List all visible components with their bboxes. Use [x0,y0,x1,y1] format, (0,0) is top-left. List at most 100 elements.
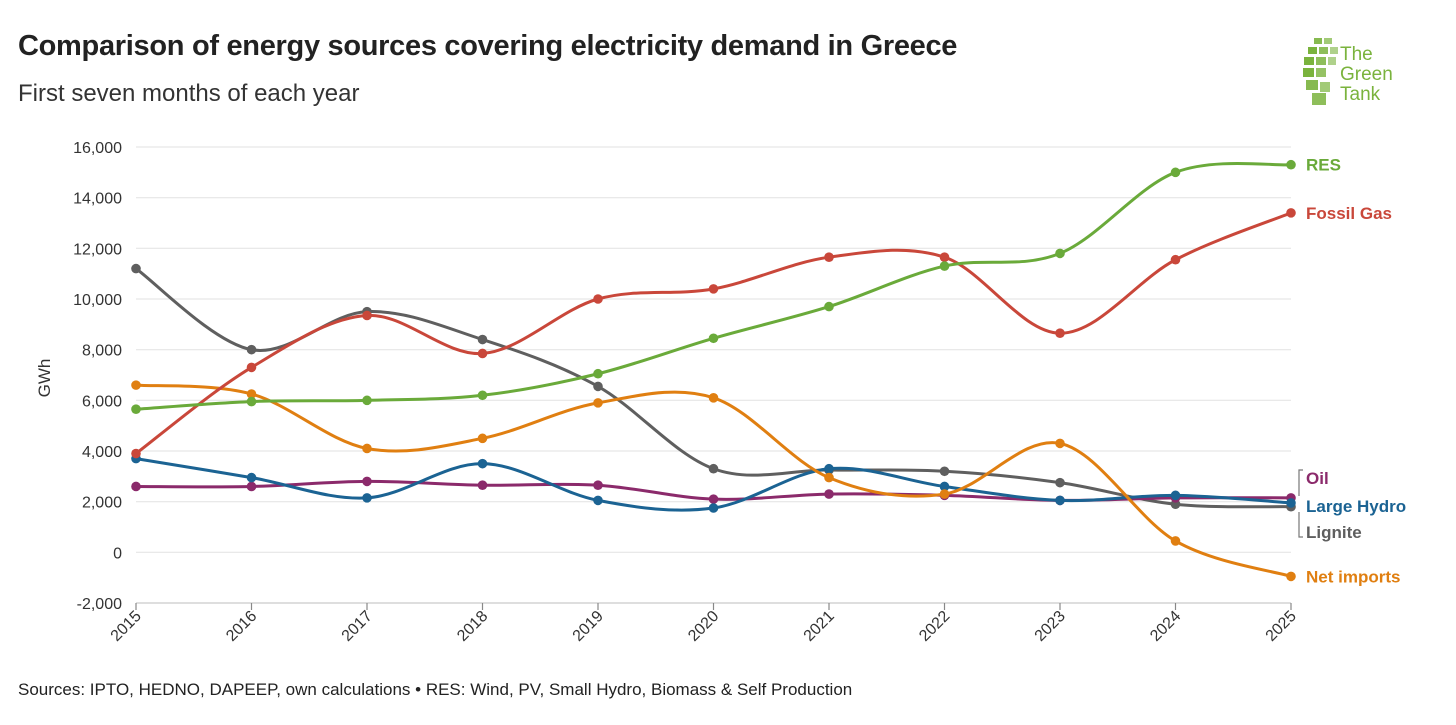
data-point-large-hydro [362,493,372,503]
label-bracket [1298,469,1303,538]
data-point-net-imports [246,389,257,399]
chart-title: Comparison of energy sources covering el… [18,30,958,62]
x-tick-label: 2023 [1032,608,1069,645]
x-tick-label: 2022 [916,608,953,645]
data-point-large-hydro [939,481,950,492]
x-tick-label: 2024 [1147,608,1184,645]
data-point-lignite [477,334,488,345]
data-point-lignite [131,263,141,274]
data-point-net-imports [824,472,834,483]
x-tick-label: 2017 [339,608,376,645]
data-point-res [939,261,950,271]
x-tick-label: 2020 [685,608,722,645]
data-point-oil [708,494,719,504]
data-point-res [1170,167,1181,178]
data-point-net-imports [939,489,950,499]
data-point-large-hydro [1286,498,1296,508]
data-point-net-imports [708,393,719,403]
series-label-large-hydro: Large Hydro [1306,497,1406,516]
data-point-lignite [708,463,719,474]
data-point-res [1286,159,1296,170]
y-axis: -2,000 0 2,000 4,000 6,000 8,000 10,000 12,000 1… [73,140,122,613]
data-point-res [477,390,488,401]
data-point-res [246,396,257,407]
logo-text-the: The [1340,44,1373,65]
data-point-large-hydro [477,458,488,469]
x-axis: 2015 2016 2017 2018 2019 2020 2021 2022 2023 2024… [108,602,1300,645]
data-point-net-imports [1170,536,1181,546]
x-tick-label: 2021 [801,608,838,645]
data-point-large-hydro [593,495,603,506]
green-tank-logo: The Green Tank [1300,36,1410,116]
logo-text-green: Green [1340,64,1393,85]
x-tick-label: 2016 [223,608,260,645]
series-labels: RES Fossil Gas Oil Large Hydro Lignite Net im… [1298,156,1406,586]
data-point-res [1055,248,1065,259]
series-label-net-imports: Net imports [1306,567,1400,586]
data-point-oil [131,481,141,492]
data-point-oil [477,480,488,491]
data-point-fossil-gas [246,362,257,373]
data-point-fossil-gas [593,294,603,304]
data-point-res [708,333,719,344]
data-point-large-hydro [1170,490,1181,501]
x-tick-label: 2015 [108,608,145,645]
source-note: Sources: IPTO, HEDNO, DAPEEP, own calcul… [18,680,853,699]
data-point-lignite [246,344,257,355]
y-tick-label: 4,000 [82,444,122,461]
data-point-fossil-gas [1055,328,1065,339]
gridlines [136,146,1291,604]
series-line-res [135,161,1292,411]
data-point-net-imports [131,380,141,390]
data-point-fossil-gas [708,284,719,294]
data-point-lignite [593,381,603,392]
data-point-oil [824,489,834,499]
series-line-fossil-gas [135,211,1292,455]
data-point-large-hydro [1055,495,1065,506]
data-point-net-imports [362,443,372,454]
y-tick-label: 12,000 [73,241,122,258]
series-label-fossil-gas: Fossil Gas [1306,204,1392,223]
series-label-oil: Oil [1306,469,1329,488]
data-point-res [131,404,141,415]
y-tick-label: 14,000 [73,191,122,208]
series-lines [131,159,1296,582]
y-tick-label: -2,000 [77,596,122,613]
y-tick-label: 8,000 [82,343,122,360]
series-label-lignite: Lignite [1306,523,1362,542]
chart-subtitle: First seven months of each year [18,80,360,107]
x-tick-label: 2018 [454,608,491,645]
data-point-fossil-gas [362,310,372,321]
data-point-net-imports [477,433,488,444]
logo-text-tank: Tank [1340,84,1381,105]
y-tick-label: 10,000 [73,292,122,309]
series-label-res: RES [1306,156,1341,175]
data-point-res [593,368,603,379]
y-tick-label: 0 [113,545,122,562]
data-point-fossil-gas [824,252,834,262]
y-tick-label: 2,000 [82,495,122,512]
data-point-oil [593,480,603,491]
data-point-fossil-gas [131,448,141,459]
data-point-res [362,395,372,406]
series-line-net-imports [135,383,1292,578]
x-tick-label: 2019 [570,608,607,645]
y-tick-label: 6,000 [82,393,122,410]
y-axis-label: GWh [35,359,54,398]
data-point-lignite [1055,477,1065,488]
data-point-lignite [939,466,950,477]
data-point-fossil-gas [1170,254,1181,265]
data-point-large-hydro [246,472,257,483]
data-point-fossil-gas [1286,208,1296,218]
data-point-large-hydro [824,463,834,474]
data-point-net-imports [593,398,603,408]
data-point-oil [246,481,257,492]
data-point-net-imports [1055,438,1065,449]
data-point-oil [362,476,372,487]
data-point-large-hydro [708,503,719,513]
x-tick-label: 2025 [1263,608,1300,645]
data-point-fossil-gas [939,252,950,262]
logo-leaf-icon [1303,38,1338,105]
data-point-net-imports [1286,571,1296,582]
